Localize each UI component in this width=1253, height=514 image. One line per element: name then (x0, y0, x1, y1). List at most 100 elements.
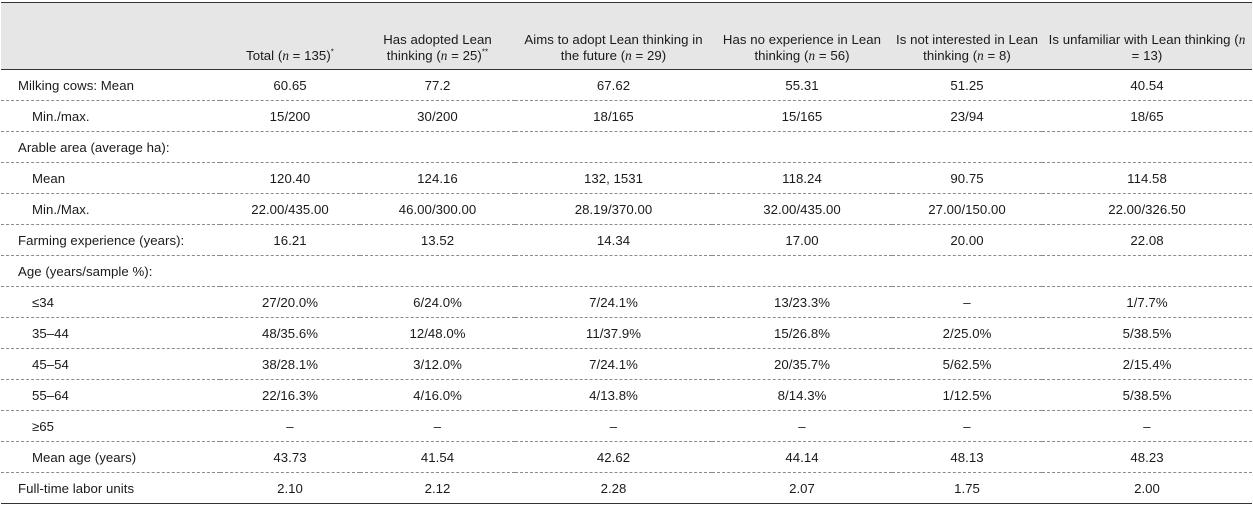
header-cell-adopted: Has adopted Lean thinking (n = 25)** (383, 32, 492, 63)
table-cell: 32.00/435.00 (763, 201, 841, 217)
table-cell: 20.00 (950, 232, 984, 248)
table-cell (360, 132, 515, 163)
table-cell: 77.2 (424, 77, 451, 93)
row-label: ≥65 (32, 418, 55, 434)
table-cell (712, 256, 892, 287)
table-cell: 12/48.0% (409, 325, 466, 341)
table-cell: – (798, 418, 806, 434)
table-cell: 16.21 (273, 232, 307, 248)
row-label: Mean (32, 170, 66, 186)
table-row: 35–44 48/35.6% 12/48.0% 11/37.9% 15/26.8% 2/2… (1, 318, 1252, 349)
table-cell: 17.00 (785, 232, 819, 248)
table-row: Age (years/sample %): (1, 256, 1252, 287)
table-cell: 124.16 (417, 170, 458, 186)
table-cell: 18/65 (1130, 108, 1164, 124)
table-cell: 2.00 (1134, 480, 1160, 496)
table-cell (892, 256, 1042, 287)
row-label: 35–44 (32, 325, 69, 341)
row-label: 55–64 (32, 387, 69, 403)
table-row: Milking cows: Mean 60.65 77.2 67.62 55.31 51.… (1, 70, 1252, 101)
row-label: Min./max. (32, 108, 90, 124)
table-cell: 2.07 (789, 480, 815, 496)
header-row: Total (n = 135)* Has adopted Lean thinki… (1, 2, 1252, 70)
header-cell-unfamiliar: Is unfamiliar with Lean thinking (n = 13… (1048, 32, 1246, 63)
row-label: Age (years/sample %): (18, 263, 153, 279)
table-cell: 118.24 (782, 170, 822, 186)
table-cell: – (286, 418, 294, 434)
table-cell: – (433, 418, 442, 434)
table-cell: 15/165 (781, 108, 823, 124)
table-cell: 22/16.3% (261, 387, 319, 403)
table-body: Milking cows: Mean 60.65 77.2 67.62 55.31 51.… (1, 70, 1252, 504)
table-row: ≤34 27/20.0% 6/24.0% 7/24.1% 13/23.3% – 1/7.7% (1, 287, 1252, 318)
table-cell (892, 132, 1042, 163)
row-label: Mean age (years) (32, 449, 137, 465)
table-row: Mean age (years) 43.73 41.54 42.62 44.14 48.1… (1, 442, 1252, 473)
table-cell (360, 256, 515, 287)
table-cell: 38/28.1% (261, 356, 319, 372)
table-cell: 2/15.4% (1122, 356, 1172, 372)
table-cell: 44.14 (785, 449, 819, 465)
table-cell: 15/26.8% (773, 325, 831, 341)
table-cell: 48/35.6% (261, 325, 319, 341)
table-cell: 15/200 (269, 108, 311, 124)
table-cell: 18/165 (593, 108, 634, 124)
table-cell: 40.54 (1130, 77, 1164, 93)
table-cell: 30/200 (417, 108, 458, 124)
table-cell (515, 132, 712, 163)
table-cell: 60.65 (273, 77, 307, 93)
table-cell: 90.75 (950, 170, 984, 186)
table-cell: 13.52 (420, 232, 455, 248)
table-cell (1042, 132, 1252, 163)
table-row: 55–64 22/16.3% 4/16.0% 4/13.8% 8/14.3% 1/12.5… (1, 380, 1252, 411)
data-table: Total (n = 135)* Has adopted Lean thinki… (1, 2, 1252, 504)
table-cell: – (1143, 418, 1151, 434)
table-cell: – (609, 418, 618, 434)
table-cell: 7/24.1% (589, 356, 638, 372)
table-cell: 4/13.8% (589, 387, 638, 403)
table-cell: 120.40 (269, 170, 311, 186)
table-cell: 20/35.7% (773, 356, 831, 372)
table-cell: 5/38.5% (1122, 325, 1172, 341)
table-cell: 48.23 (1130, 449, 1164, 465)
table-cell: 2.28 (600, 480, 627, 496)
row-label: Milking cows: Mean (18, 77, 134, 93)
row-label: Arable area (average ha): (18, 139, 170, 155)
header-cell-label (1, 3, 220, 70)
table-row: Farming experience (years): 16.21 13.52 14.… (1, 225, 1252, 256)
row-label: Farming experience (years): (18, 232, 185, 248)
table-cell: 2.12 (424, 480, 451, 496)
table-cell: 27/20.0% (261, 294, 319, 310)
row-label: 45–54 (32, 356, 69, 372)
table-row: Min./Max. 22.00/435.00 46.00/300.00 28.19/3… (1, 194, 1252, 225)
table-row: Arable area (average ha): (1, 132, 1252, 163)
table-cell (1042, 256, 1252, 287)
table-cell: 3/12.0% (413, 356, 462, 372)
table-cell: 23/94 (950, 108, 984, 124)
table-row: Min./max. 15/200 30/200 18/165 15/165 23/94 18… (1, 101, 1252, 132)
table-cell: 55.31 (785, 77, 819, 93)
table-cell: 5/38.5% (1122, 387, 1172, 403)
table-cell: 1/7.7% (1126, 294, 1168, 310)
table-cell: 11/37.9% (585, 325, 642, 341)
table-cell: 22.00/326.50 (1108, 201, 1186, 217)
table-cell: 8/14.3% (777, 387, 827, 403)
table-cell: 27.00/150.00 (928, 201, 1006, 217)
table-cell: 1/12.5% (942, 387, 992, 403)
table-cell: 67.62 (596, 77, 631, 93)
table-cell (515, 256, 712, 287)
row-label: Min./Max. (32, 201, 90, 217)
table-cell: 42.62 (596, 449, 631, 465)
table-header: Total (n = 135)* Has adopted Lean thinki… (1, 2, 1252, 70)
table-cell: 41.54 (420, 449, 455, 465)
header-cell-aims: Aims to adopt Lean thinking in the futur… (524, 32, 703, 63)
table-row: Full-time labor units 2.10 2.12 2.28 2.07 1.7… (1, 473, 1252, 504)
header-cell-not-interested: Is not interested in Lean thinking (n = … (896, 32, 1039, 63)
table-cell (220, 256, 360, 287)
table-cell: 4/16.0% (413, 387, 462, 403)
table-cell: 28.19/370.00 (574, 201, 653, 217)
table-row: ≥65 – – – – – – (1, 411, 1252, 442)
table-cell (712, 132, 892, 163)
table-cell: 2/25.0% (942, 325, 992, 341)
